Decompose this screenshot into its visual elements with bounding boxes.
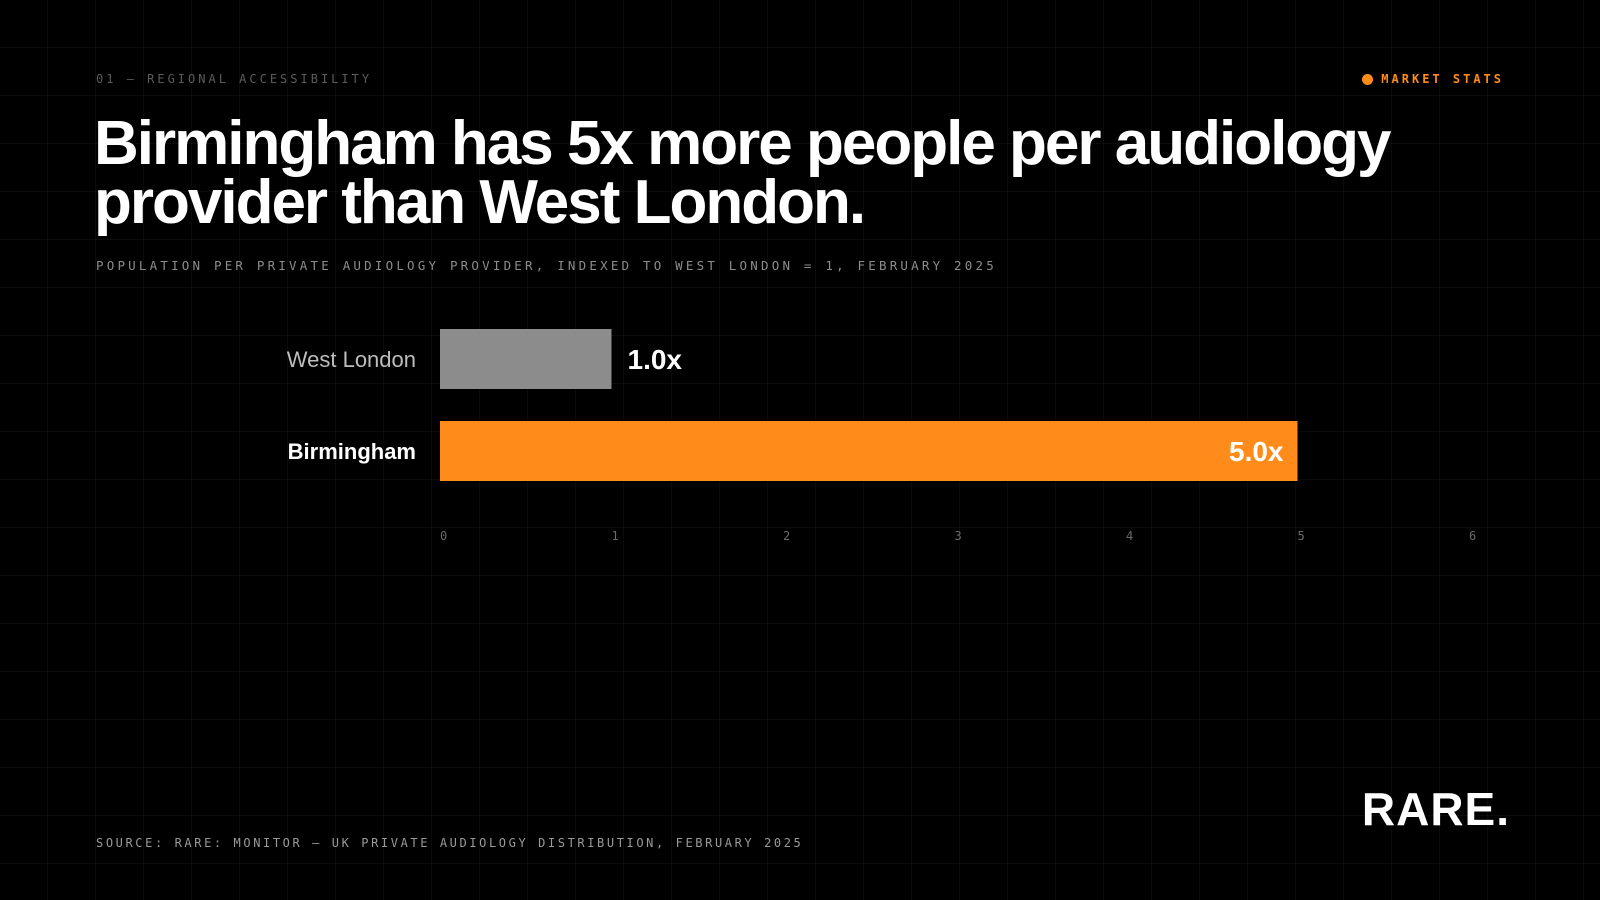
- page-title: Birmingham has 5x more people per audiol…: [94, 109, 1392, 237]
- source-note: SOURCE: RARE: MONITOR — UK PRIVATE AUDIO…: [96, 836, 804, 850]
- category-label: West London: [287, 347, 416, 372]
- rare-logo: RARE.: [1361, 783, 1510, 835]
- bar: [440, 329, 612, 389]
- tick-label: 2: [783, 529, 790, 543]
- category-label: Birmingham: [288, 439, 416, 464]
- market-stats-tag: MARKET STATS: [1362, 72, 1504, 86]
- tick-label: 4: [1126, 529, 1133, 543]
- data-label: 5.0x: [1229, 436, 1284, 467]
- eyebrow-label: 01 — REGIONAL ACCESSIBILITY: [96, 72, 373, 86]
- chart-subtitle: POPULATION PER PRIVATE AUDIOLOGY PROVIDE…: [96, 258, 997, 273]
- tick-label: 0: [440, 529, 447, 543]
- tick-label: 1: [612, 529, 619, 543]
- market-stats-label: MARKET STATS: [1381, 72, 1504, 86]
- bar: [440, 421, 1298, 481]
- dot-icon: [1362, 73, 1374, 85]
- tick-label: 3: [955, 529, 962, 543]
- data-label: 1.0x: [628, 344, 683, 375]
- tick-label: 6: [1469, 529, 1476, 543]
- tick-label: 5: [1298, 529, 1305, 543]
